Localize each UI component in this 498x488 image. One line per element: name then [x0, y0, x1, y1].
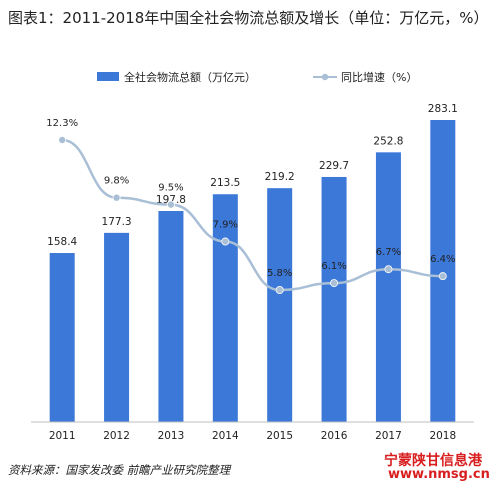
- bar-label-2013: 197.8: [156, 194, 186, 206]
- x-tick-2017: 2017: [375, 430, 402, 442]
- x-tick-2018: 2018: [429, 430, 456, 442]
- line-label-2013: 9.5%: [158, 183, 183, 194]
- line-label-2015: 5.8%: [267, 268, 292, 279]
- line-point-2018: [438, 272, 447, 281]
- bar-label-2012: 177.3: [102, 216, 132, 228]
- legend-label-bar: 全社会物流总额（万亿元）: [124, 70, 256, 84]
- line-label-2017: 6.7%: [376, 247, 401, 258]
- line-point-2012: [112, 193, 121, 202]
- line-point-2015: [275, 285, 284, 294]
- line-series: 12.3% 9.8% 9.5% 7.9% 5.8% 6.1% 6.7% 6.4%: [46, 118, 456, 294]
- bar-label-2018: 283.1: [428, 103, 458, 115]
- x-tick-2016: 2016: [321, 430, 348, 442]
- x-tick-2015: 2015: [266, 430, 293, 442]
- bar-2011: [49, 253, 75, 422]
- bar-label-2014: 213.5: [210, 177, 240, 189]
- line-point-2013: [166, 200, 175, 209]
- x-axis: 2011 2012 2013 2014 2015 2016 2017 2018: [31, 421, 474, 442]
- x-tick-2012: 2012: [103, 430, 130, 442]
- bar-2016: [321, 176, 347, 422]
- line-label-2016: 6.1%: [321, 261, 346, 272]
- bar-2012: [104, 232, 130, 422]
- watermark-url: www.nmsg.cn: [388, 467, 490, 482]
- legend-marker-line: [321, 73, 329, 81]
- bar-series: 158.4 177.3 197.8 213.5 219.2 229.7 252.8 283.1: [47, 103, 458, 422]
- legend-swatch-bar: [97, 72, 119, 81]
- x-tick-2011: 2011: [49, 430, 76, 442]
- bar-2018: [430, 120, 456, 422]
- bar-label-2015: 219.2: [265, 171, 295, 183]
- line-point-2017: [384, 265, 393, 274]
- line-point-2016: [330, 279, 339, 288]
- watermark-text: 宁蒙陕甘信息港: [384, 453, 482, 469]
- bar-2015: [267, 188, 293, 422]
- legend-label-line: 同比增速（%）: [341, 70, 417, 84]
- line-label-2018: 6.4%: [430, 254, 455, 265]
- bar-label-2016: 229.7: [319, 160, 349, 172]
- line-point-2014: [221, 237, 230, 246]
- x-tick-2013: 2013: [158, 430, 185, 442]
- legend: 全社会物流总额（万亿元） 同比增速（%）: [97, 70, 417, 84]
- line-label-2014: 7.9%: [213, 220, 238, 231]
- bar-label-2017: 252.8: [373, 135, 403, 147]
- line-label-2011: 12.3%: [46, 118, 78, 129]
- bar-2013: [158, 210, 184, 422]
- bar-2017: [375, 152, 401, 422]
- bar-2014: [212, 194, 238, 422]
- line-point-2011: [58, 135, 67, 144]
- chart-title: 图表1：2011-2018年中国全社会物流总额及增长（单位：万亿元，%）: [8, 9, 489, 27]
- line-label-2012: 9.8%: [104, 176, 129, 187]
- bar-label-2011: 158.4: [47, 236, 77, 248]
- source-note: 资料来源：国家发改委 前瞻产业研究院整理: [8, 463, 231, 477]
- x-tick-2014: 2014: [212, 430, 239, 442]
